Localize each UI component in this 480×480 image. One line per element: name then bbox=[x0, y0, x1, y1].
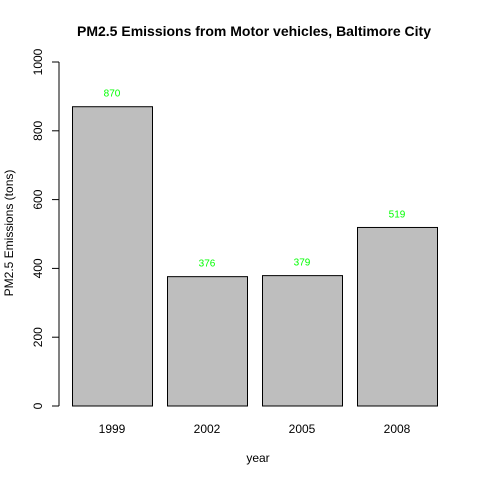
y-axis: 0 200 400 600 800 1000 bbox=[31, 48, 60, 409]
x-tick-label-2002: 2002 bbox=[194, 422, 221, 436]
y-axis-label: PM2.5 Emissions (tons) bbox=[2, 170, 16, 297]
x-tick-label-2008: 2008 bbox=[384, 422, 411, 436]
data-label-1999: 870 bbox=[104, 89, 121, 100]
x-axis-label: year bbox=[246, 451, 269, 465]
data-label-2008: 519 bbox=[389, 209, 406, 220]
data-labels-group: 870 376 379 519 bbox=[104, 89, 406, 270]
y-tick-label: 0 bbox=[31, 402, 45, 409]
x-tick-labels-group: 1999 2002 2005 2008 bbox=[99, 422, 411, 436]
y-tick-label: 1000 bbox=[31, 48, 45, 75]
bar-1999 bbox=[72, 106, 153, 407]
data-label-2002: 376 bbox=[199, 259, 216, 270]
data-label-2005: 379 bbox=[294, 258, 311, 269]
y-tick-label: 200 bbox=[31, 327, 45, 347]
bars-group bbox=[72, 106, 438, 407]
bar-2008 bbox=[357, 226, 438, 407]
y-tick-label: 800 bbox=[31, 120, 45, 140]
x-tick-label-2005: 2005 bbox=[289, 422, 316, 436]
x-tick-label-1999: 1999 bbox=[99, 422, 126, 436]
y-tick-label: 400 bbox=[31, 258, 45, 278]
bar-2002 bbox=[167, 276, 248, 407]
bar-2005 bbox=[262, 275, 343, 407]
y-tick-label: 600 bbox=[31, 189, 45, 209]
chart-title: PM2.5 Emissions from Motor vehicles, Bal… bbox=[77, 23, 431, 39]
